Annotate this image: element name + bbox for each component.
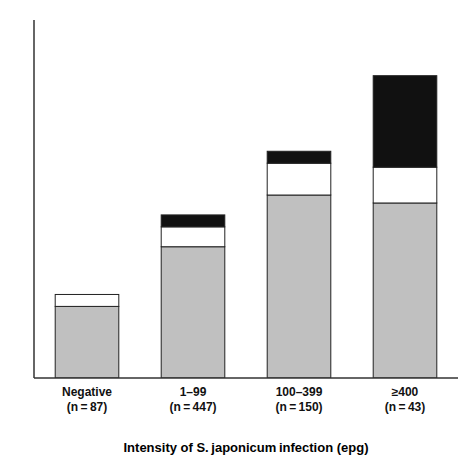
bar-segment bbox=[161, 227, 225, 247]
bar-segment bbox=[267, 151, 331, 163]
category-label: 1–99(n = 447) bbox=[169, 385, 216, 414]
category-label: Negative(n = 87) bbox=[62, 385, 112, 414]
bar-segment bbox=[55, 294, 119, 295]
bar-segment bbox=[267, 195, 331, 378]
bar-segment bbox=[161, 247, 225, 378]
bar-segment bbox=[373, 167, 437, 203]
bar-segment bbox=[55, 294, 119, 306]
bar-segment bbox=[267, 163, 331, 195]
chart: Negative(n = 87) 1–99(n = 447) 100–399(n =… bbox=[0, 0, 474, 474]
category-label: 100–399(n = 150) bbox=[275, 385, 322, 414]
x-axis-line bbox=[34, 377, 458, 379]
y-axis-line bbox=[33, 20, 35, 378]
bar-segment bbox=[55, 306, 119, 378]
bars bbox=[55, 76, 437, 378]
chart-container: Negative(n = 87) 1–99(n = 447) 100–399(n =… bbox=[0, 0, 474, 474]
bar-segment bbox=[373, 203, 437, 378]
bar-segment bbox=[161, 215, 225, 227]
bar-segment bbox=[373, 76, 437, 167]
x-axis-label: Intensity of S. japonicum infection (epg… bbox=[124, 440, 369, 455]
category-label: ≥400(n = 43) bbox=[385, 385, 425, 414]
